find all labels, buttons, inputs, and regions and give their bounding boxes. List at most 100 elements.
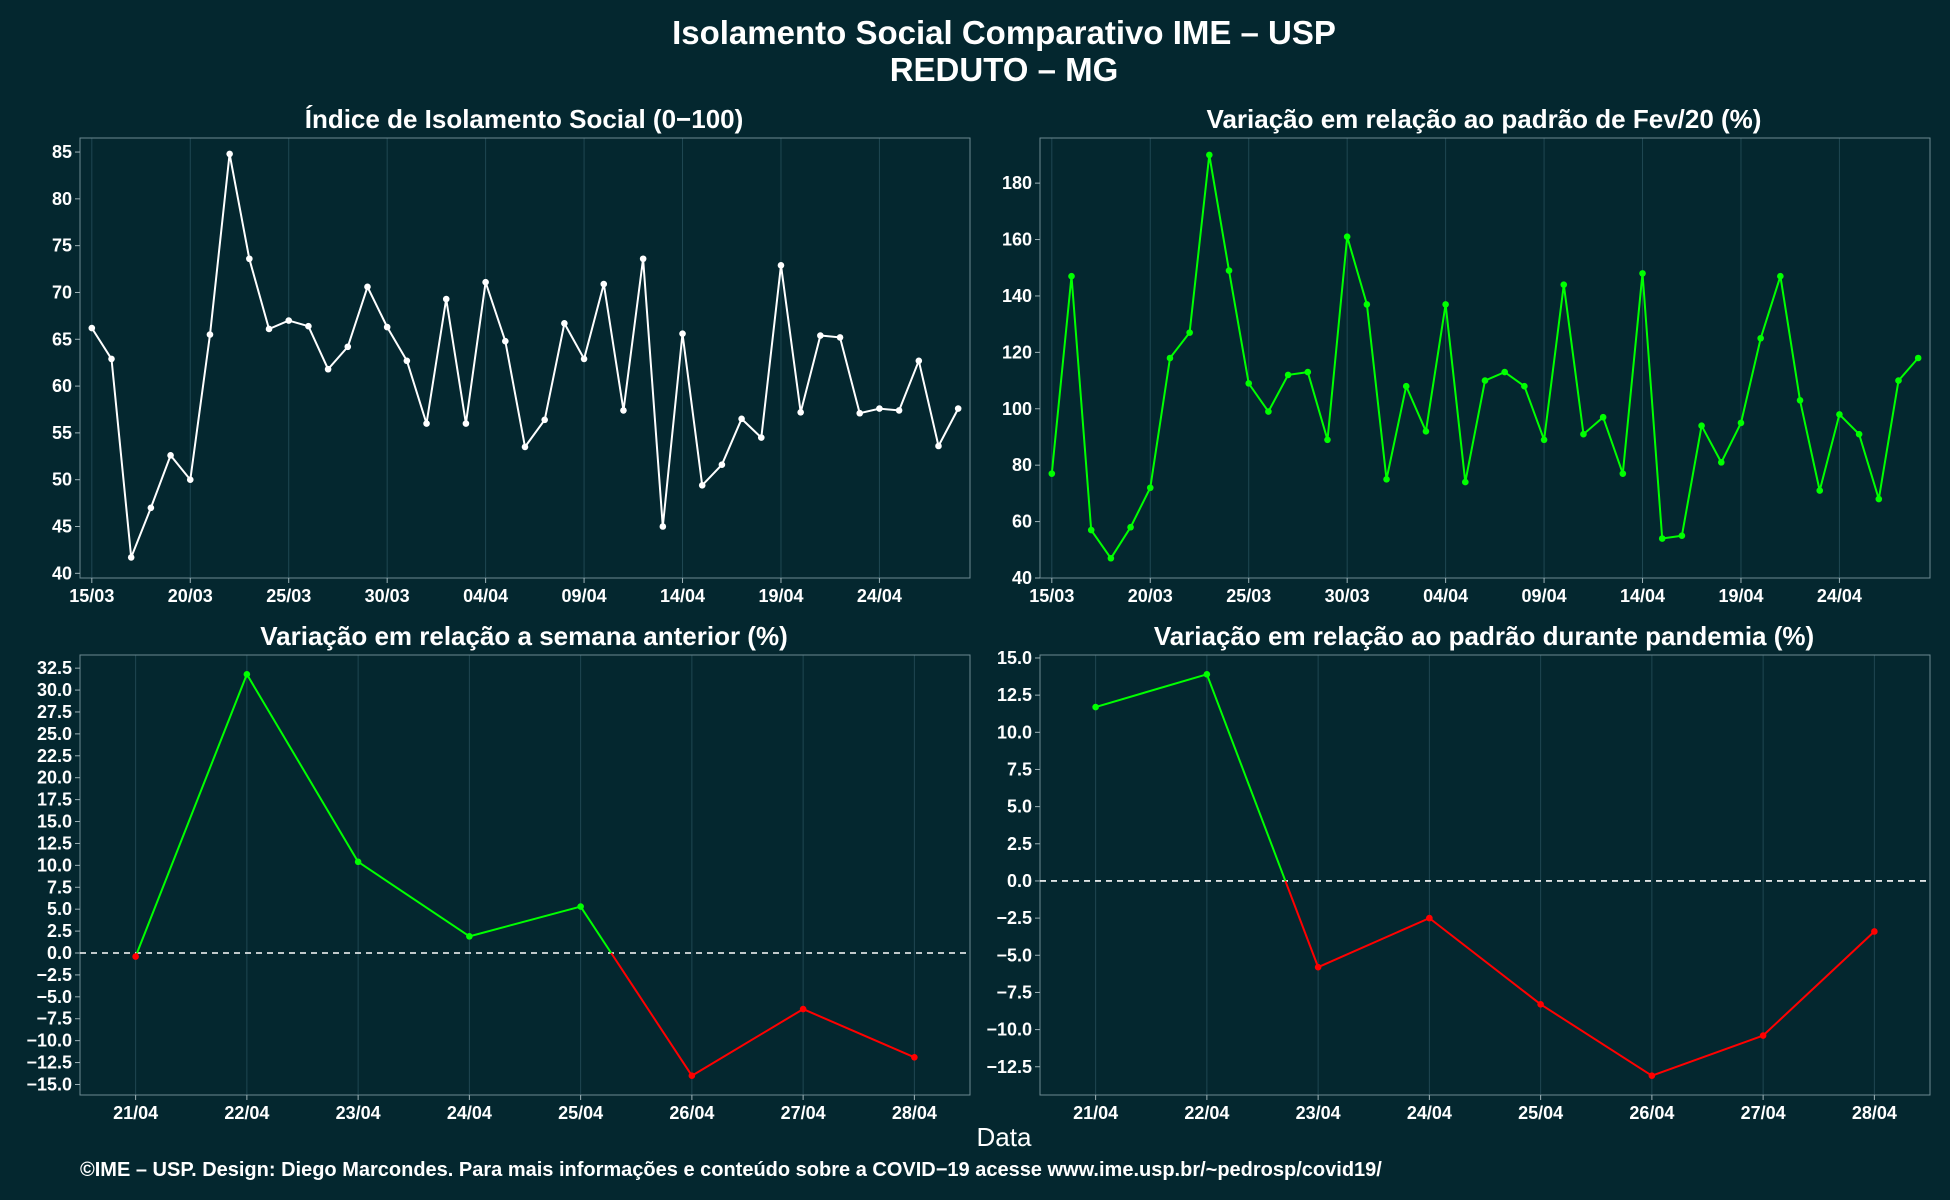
- x-tick-label: 09/04: [1522, 586, 1567, 606]
- y-tick-label: 30.0: [37, 680, 72, 700]
- page-subtitle: REDUTO – MG: [890, 51, 1119, 88]
- series-segment: [610, 952, 693, 1077]
- data-point: [482, 278, 489, 286]
- data-point: [1619, 470, 1627, 477]
- series-segment: [469, 905, 581, 938]
- data-point: [1166, 354, 1174, 362]
- data-point: [1146, 484, 1154, 492]
- data-point: [344, 343, 352, 351]
- data-point: [354, 858, 362, 866]
- series-segment: [1651, 1034, 1764, 1077]
- y-tick-label: −5.0: [36, 987, 72, 1007]
- y-tick-label: 10.0: [997, 722, 1032, 742]
- x-tick-label: 23/04: [1296, 1103, 1341, 1123]
- data-point: [1107, 554, 1115, 562]
- series-segment: [1428, 917, 1542, 1006]
- data-point: [797, 408, 804, 416]
- data-point: [1796, 397, 1804, 404]
- data-point: [718, 461, 726, 469]
- data-point: [1759, 1032, 1767, 1039]
- data-point: [1048, 470, 1056, 477]
- data-point: [206, 331, 214, 338]
- x-tick-label: 30/03: [365, 586, 410, 606]
- data-point: [1639, 270, 1646, 277]
- x-tick-label: 25/04: [1518, 1103, 1563, 1123]
- y-tick-label: 5.0: [1007, 797, 1032, 817]
- page-title: Isolamento Social Comparativo IME – USP: [672, 14, 1336, 51]
- data-point: [1678, 532, 1686, 539]
- data-point: [698, 482, 706, 489]
- y-tick-label: 140: [1002, 286, 1032, 306]
- data-point: [1284, 371, 1292, 379]
- data-point: [285, 317, 293, 324]
- data-point: [836, 334, 844, 341]
- data-point: [1127, 523, 1134, 531]
- data-point: [132, 953, 139, 960]
- x-tick-label: 21/04: [1073, 1103, 1118, 1123]
- data-point: [1324, 436, 1331, 444]
- data-point: [243, 670, 251, 678]
- y-tick-label: 32.5: [37, 658, 72, 678]
- x-axis-title: Data: [977, 1122, 1032, 1152]
- chart-isolamento-title: Índice de Isolamento Social (0−100): [305, 104, 744, 134]
- data-point: [1265, 408, 1272, 415]
- data-point: [679, 330, 686, 337]
- data-point: [502, 337, 509, 345]
- y-tick-label: 22.5: [37, 746, 72, 766]
- data-point: [1442, 301, 1449, 308]
- x-tick-label: 09/04: [562, 586, 607, 606]
- data-point: [108, 355, 115, 363]
- data-point: [186, 476, 194, 484]
- x-tick-label: 23/04: [336, 1103, 381, 1123]
- series-segment: [357, 861, 470, 938]
- y-tick-label: 80: [1012, 455, 1032, 475]
- y-tick-label: 70: [52, 282, 72, 302]
- data-point: [324, 365, 332, 373]
- chart-fev20: Variação em relação ao padrão de Fev/20 …: [1002, 104, 1931, 606]
- data-point: [777, 262, 785, 269]
- data-point: [1521, 382, 1528, 390]
- data-point: [1383, 475, 1390, 483]
- data-point: [1855, 430, 1863, 438]
- y-tick-label: 0.0: [47, 943, 72, 963]
- data-point: [364, 283, 371, 291]
- data-point: [954, 405, 962, 412]
- data-point: [1914, 354, 1922, 362]
- x-tick-label: 19/04: [758, 586, 803, 606]
- y-tick-label: 7.5: [47, 877, 72, 897]
- data-point: [265, 325, 273, 333]
- series-segment: [1317, 917, 1430, 969]
- series-segment: [136, 673, 248, 954]
- data-point: [799, 1005, 807, 1013]
- y-tick-label: −7.5: [36, 1009, 72, 1029]
- data-point: [1816, 487, 1824, 494]
- y-tick-label: −12.5: [26, 1053, 72, 1073]
- data-point: [1422, 428, 1430, 435]
- data-point: [423, 420, 430, 427]
- x-tick-label: 25/04: [558, 1103, 603, 1123]
- y-tick-label: 45: [52, 517, 72, 537]
- x-tick-label: 21/04: [113, 1103, 158, 1123]
- y-tick-label: 5.0: [47, 899, 72, 919]
- data-point: [620, 407, 627, 414]
- y-tick-label: −15.0: [26, 1074, 72, 1094]
- series-segment: [1762, 930, 1876, 1037]
- y-tick-label: 12.5: [997, 685, 1032, 705]
- series-segment: [1540, 1003, 1653, 1077]
- y-tick-label: −10.0: [986, 1020, 1032, 1040]
- series-line: [1050, 154, 1919, 561]
- data-point: [580, 355, 588, 363]
- data-point: [1895, 377, 1902, 384]
- data-point: [1560, 281, 1568, 288]
- data-point: [1481, 377, 1489, 384]
- data-point: [403, 357, 411, 365]
- x-tick-label: 20/03: [1128, 586, 1173, 606]
- x-tick-label: 14/04: [660, 586, 705, 606]
- x-tick-label: 28/04: [892, 1103, 937, 1123]
- x-tick-label: 27/04: [1741, 1103, 1786, 1123]
- data-point: [659, 523, 667, 530]
- plot-frame: [1039, 137, 1931, 579]
- x-tick-label: 19/04: [1718, 586, 1763, 606]
- data-point: [1537, 1001, 1544, 1008]
- data-point: [1092, 703, 1099, 711]
